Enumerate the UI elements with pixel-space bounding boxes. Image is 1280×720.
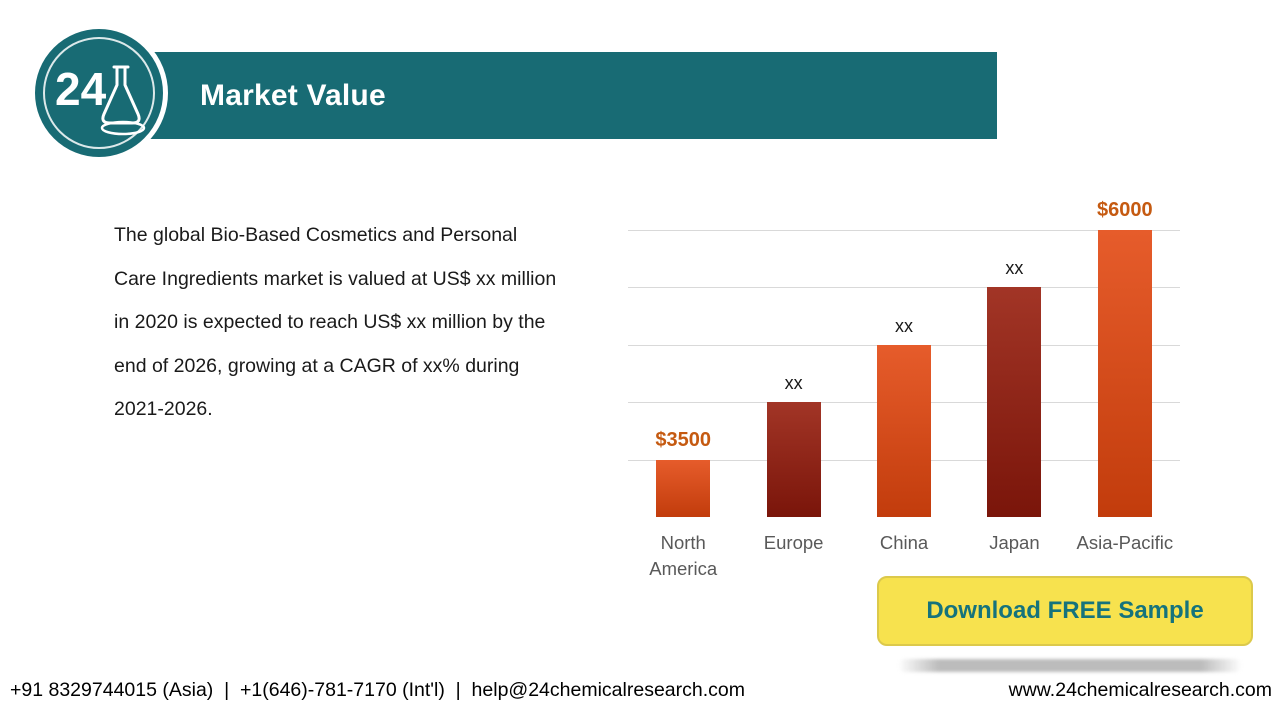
bar-north-america [656,459,711,517]
value-label: $3500 [655,428,712,451]
page-title: Market Value [200,78,386,112]
bar-chart: $3500 North America xx Europe xx China xx Japan… [628,199,1180,579]
chart-column-europe: xx Europe [738,230,848,553]
value-label: xx [784,373,803,394]
logo-number: 24 [55,63,107,115]
category-label: Asia-Pacific [1076,532,1174,553]
category-label: Europe [763,532,824,553]
download-sample-button[interactable]: Download FREE Sample [877,576,1253,646]
footer: +91 8329744015 (Asia) | +1(646)-781-7170… [10,679,1272,702]
footer-contacts: +91 8329744015 (Asia) | +1(646)-781-7170… [10,679,745,701]
bar-asia-pacific [1097,230,1152,517]
chart-column-japan: xx Japan [959,230,1069,553]
chart-columns: $3500 North America xx Europe xx China xx Japan… [628,199,1180,579]
logo-graphic: 24 [36,30,162,156]
company-logo: 24 [30,24,168,162]
value-label: xx [895,315,914,336]
value-label: xx [1005,258,1024,279]
gridline [628,230,1180,231]
erlenmeyer-flask-icon [100,65,146,136]
footer-website: www.24chemicalresearch.com [1008,679,1272,701]
category-label: North America [649,532,718,579]
header-bar: Market Value [150,52,997,139]
category-label: Japan [989,532,1040,553]
chart-column-north-america: $3500 North America [628,230,738,579]
download-sample-label: Download FREE Sample [926,597,1204,624]
value-label: $6000 [1097,199,1153,221]
chart-column-asia-pacific: $6000 Asia-Pacific [1070,199,1180,553]
market-description: The global Bio-Based Cosmetics and Perso… [114,224,557,420]
gridline [628,287,1180,289]
chart-column-china: xx China [849,230,959,553]
bar-china [877,344,932,517]
bar-europe [766,402,821,517]
category-label: China [879,532,929,553]
button-shadow [898,659,1242,672]
bar-japan [987,287,1042,517]
